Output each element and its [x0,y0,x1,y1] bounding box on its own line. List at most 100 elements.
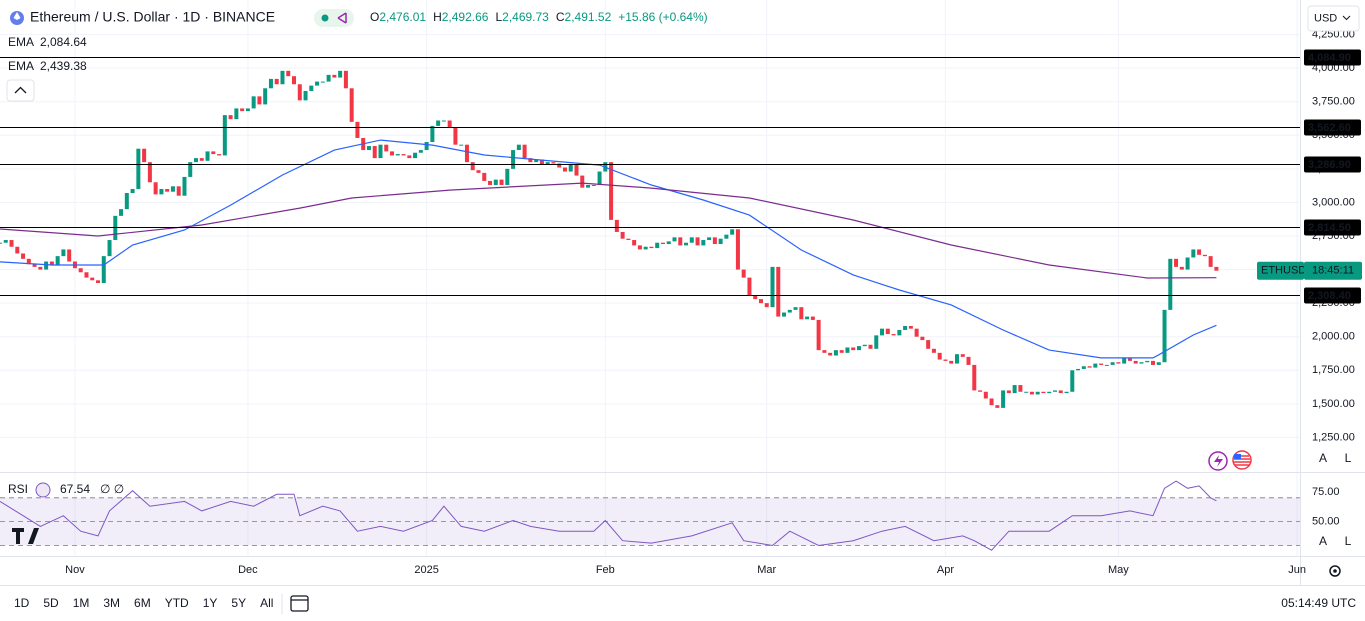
candle [1191,249,1196,258]
range-button[interactable]: 6M [134,596,151,610]
candle [937,352,942,360]
rsi-name: RSI [8,482,28,496]
candle [67,249,72,262]
range-button[interactable]: YTD [165,596,189,610]
candle [954,354,959,364]
x-tick-label: Nov [65,564,85,576]
candle [1110,362,1115,365]
candle [26,258,31,265]
candle [845,347,850,353]
y-tick-label: 2,000.00 [1312,331,1355,343]
auto-scale-button[interactable]: A [1319,451,1327,465]
candle [632,240,637,246]
change: +15.86 (+0.64%) [618,10,707,24]
candle [557,163,562,168]
candle [165,189,170,192]
auto-scale-button[interactable]: A [1319,534,1327,548]
candle [286,70,291,77]
indicator-value: 2,439.38 [40,59,87,73]
candle [678,237,683,246]
candle [119,209,124,216]
indicator-value: 2,084.64 [40,35,87,49]
level-badge [1304,156,1361,173]
candle [159,189,164,195]
y-tick-label: 3,750.00 [1312,96,1355,108]
range-button[interactable]: 1D [14,596,30,610]
candle [90,277,95,281]
candle [1001,390,1006,408]
economic-event-icon[interactable] [1232,450,1252,470]
candle [234,108,239,120]
candle [897,330,902,336]
collapse-icon [14,86,27,94]
candle [828,352,833,356]
candle [747,277,752,296]
candle [1197,249,1202,255]
status-pill[interactable] [314,9,354,27]
candle [868,344,873,349]
candle [1058,390,1063,394]
settings-icon[interactable] [1329,565,1341,577]
candle [960,354,965,357]
level-badge [1304,287,1361,304]
symbol-title: Ethereum / U.S. Dollar · 1D · BINANCE [30,9,275,25]
candle [217,154,222,156]
candle [44,261,49,270]
candle [724,234,729,239]
candle [320,81,325,83]
candle [891,334,896,336]
level-badge [1304,119,1361,136]
legend: EMA 2,084.64 EMA 2,439.38 RSI 67.54 ∅ ∅ [8,35,124,498]
log-scale-button[interactable]: L [1345,534,1352,548]
candle [1214,266,1219,271]
candle [21,253,26,259]
candle [926,340,931,349]
candle [303,90,308,101]
candle [903,325,908,330]
x-tick-label: Jun [1288,564,1306,576]
candle [1081,366,1086,369]
candle [384,144,389,152]
candle [712,237,717,245]
candle [1018,385,1023,392]
range-button[interactable]: All [260,596,273,610]
range-button[interactable]: 5Y [231,596,246,610]
calendar-icon[interactable] [290,595,309,612]
candle [620,231,625,239]
candle [614,219,619,232]
range-button[interactable]: 1Y [203,596,218,610]
candle [1012,385,1017,394]
currency-button[interactable] [1307,5,1360,32]
candle [586,184,591,188]
candle [61,249,66,257]
candle [268,78,273,89]
candle [476,170,481,173]
range-button[interactable]: 3M [103,596,120,610]
candle [366,146,371,151]
candle [966,356,971,365]
candle [1006,390,1011,394]
candle [649,246,654,249]
range-button[interactable]: 1M [73,596,90,610]
candle [228,115,233,120]
ohlc-values: O2,476.01 H2,492.66 L2,469.73 C2,491.52 +15.… [370,10,708,24]
candle [280,70,285,85]
candle [38,266,43,270]
candle [972,364,977,391]
candle [1035,391,1040,395]
ohlc-value: 2,469.73 [502,10,549,24]
candle [810,316,815,320]
grid [0,0,1300,556]
candle [107,240,112,257]
collapse-button[interactable] [6,79,35,102]
candle [1093,363,1098,368]
candle [885,328,890,335]
log-scale-button[interactable]: L [1345,451,1352,465]
candle [1133,360,1138,364]
candle [1087,366,1092,368]
range-button[interactable]: 5D [43,596,59,610]
candle [453,127,458,145]
candle [1162,309,1167,363]
candle [505,168,510,185]
candle [562,167,567,172]
